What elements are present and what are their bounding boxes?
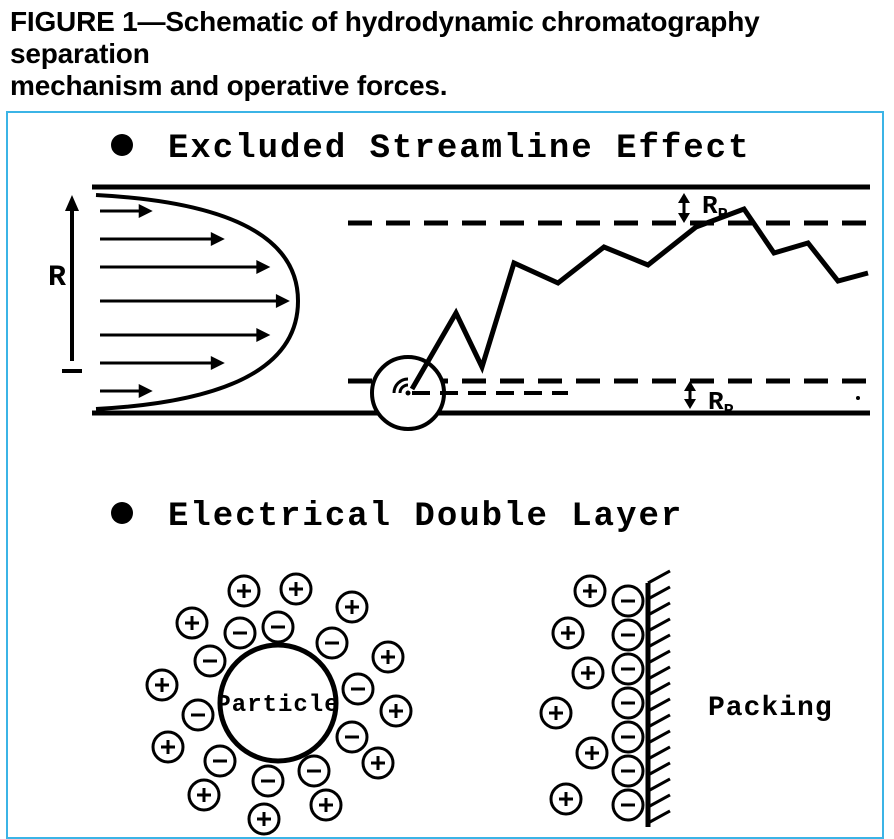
panel-b-heading: Electrical Double Layer bbox=[168, 498, 683, 536]
caption-line2: mechanism and operative forces. bbox=[10, 70, 447, 101]
packing-label: Packing bbox=[708, 693, 833, 724]
figure-caption: FIGURE 1—Schematic of hydrodynamic chrom… bbox=[0, 0, 894, 111]
particle-label: Particle bbox=[216, 692, 339, 719]
figure-frame: Excluded Streamline EffectRRPRPElectrica… bbox=[6, 111, 884, 839]
r-label: R bbox=[48, 261, 67, 295]
diagram-svg: Excluded Streamline EffectRRPRPElectrica… bbox=[8, 113, 882, 837]
caption-line1: FIGURE 1—Schematic of hydrodynamic chrom… bbox=[10, 6, 759, 69]
panel-a-heading: Excluded Streamline Effect bbox=[168, 130, 751, 168]
svg-text:RP: RP bbox=[708, 387, 734, 421]
figure-wrap: FIGURE 1—Schematic of hydrodynamic chrom… bbox=[0, 0, 894, 818]
